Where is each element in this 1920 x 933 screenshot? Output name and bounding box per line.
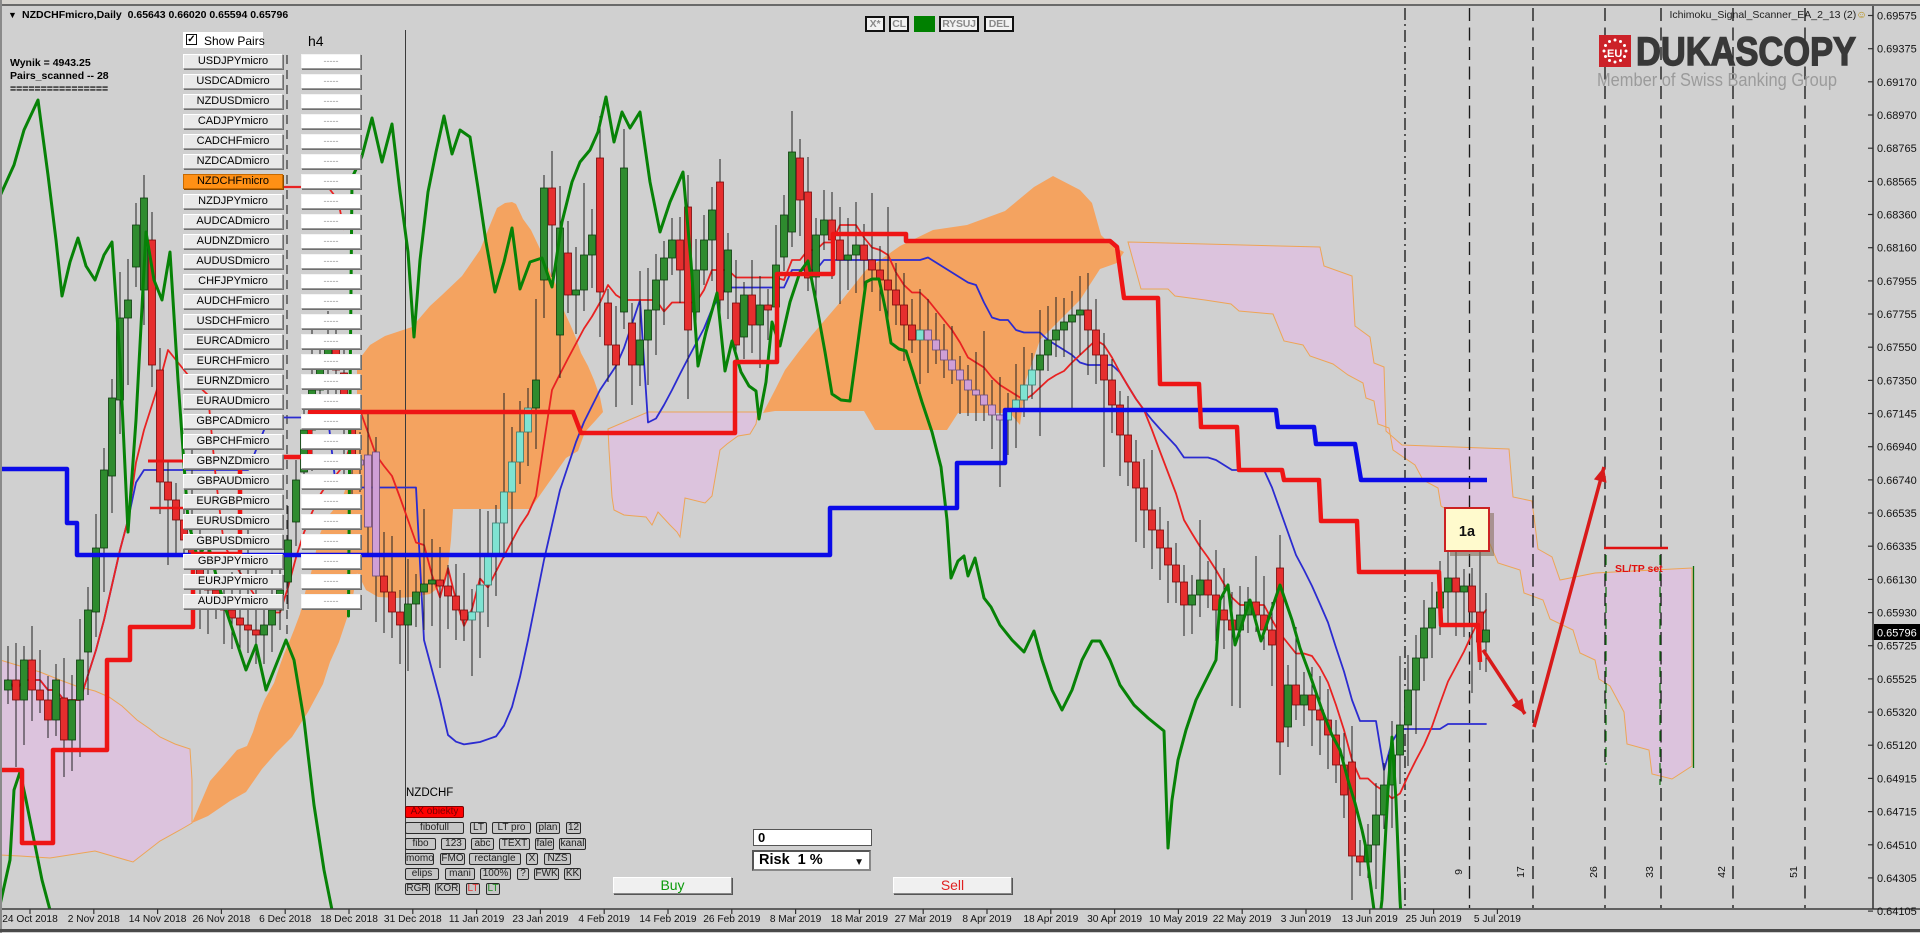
- svg-text:18 Apr 2019: 18 Apr 2019: [1023, 914, 1078, 925]
- svg-text:8 Mar 2019: 8 Mar 2019: [770, 914, 822, 925]
- svg-text:0.69170: 0.69170: [1877, 77, 1917, 89]
- svg-text:17: 17: [1515, 866, 1527, 878]
- svg-text:0.65525: 0.65525: [1877, 674, 1917, 686]
- svg-text:0.64915: 0.64915: [1877, 773, 1917, 785]
- svg-text:23 Jan 2019: 23 Jan 2019: [512, 914, 568, 925]
- svg-text:25 Jun 2019: 25 Jun 2019: [1406, 914, 1462, 925]
- svg-text:0.67755: 0.67755: [1877, 309, 1917, 321]
- svg-text:0.64105: 0.64105: [1877, 906, 1917, 918]
- svg-text:33: 33: [1644, 866, 1656, 878]
- svg-text:0.67955: 0.67955: [1877, 276, 1917, 288]
- svg-text:0.66535: 0.66535: [1877, 508, 1917, 520]
- svg-text:51: 51: [1788, 866, 1800, 878]
- svg-text:2 Nov 2018: 2 Nov 2018: [68, 914, 120, 925]
- svg-text:27 Mar 2019: 27 Mar 2019: [895, 914, 953, 925]
- svg-text:6 Dec 2018: 6 Dec 2018: [259, 914, 311, 925]
- svg-text:42: 42: [1716, 866, 1728, 878]
- svg-text:18 Dec 2018: 18 Dec 2018: [320, 914, 378, 925]
- svg-text:1a: 1a: [1459, 524, 1476, 540]
- svg-text:0.68160: 0.68160: [1877, 243, 1917, 255]
- svg-text:31 Dec 2018: 31 Dec 2018: [384, 914, 442, 925]
- svg-text:0.68360: 0.68360: [1877, 210, 1917, 222]
- svg-text:9: 9: [1453, 869, 1465, 875]
- svg-text:0.68765: 0.68765: [1877, 143, 1917, 155]
- svg-text:3 Jun 2019: 3 Jun 2019: [1281, 914, 1332, 925]
- svg-text:5 Jul 2019: 5 Jul 2019: [1474, 914, 1521, 925]
- svg-text:0.66335: 0.66335: [1877, 541, 1917, 553]
- svg-text:0.66130: 0.66130: [1877, 574, 1917, 586]
- svg-text:DUKASCOPY: DUKASCOPY: [1636, 33, 1856, 71]
- svg-text:0.65796: 0.65796: [1877, 628, 1917, 640]
- svg-text:8 Apr 2019: 8 Apr 2019: [962, 914, 1012, 925]
- svg-text:0.69575: 0.69575: [1877, 11, 1917, 23]
- svg-text:Member of Swiss Banking Group: Member of Swiss Banking Group: [1597, 70, 1837, 90]
- svg-text:18 Mar 2019: 18 Mar 2019: [831, 914, 889, 925]
- svg-text:13 Jun 2019: 13 Jun 2019: [1342, 914, 1398, 925]
- svg-text:0.67145: 0.67145: [1877, 409, 1917, 421]
- svg-text:0.64715: 0.64715: [1877, 807, 1917, 819]
- svg-text:0.64305: 0.64305: [1877, 873, 1917, 885]
- svg-text:0.68970: 0.68970: [1877, 110, 1917, 122]
- svg-text:0.65320: 0.65320: [1877, 707, 1917, 719]
- svg-text:0.68565: 0.68565: [1877, 176, 1917, 188]
- svg-text:26: 26: [1588, 866, 1600, 878]
- svg-text:0.69375: 0.69375: [1877, 44, 1917, 56]
- svg-text:SL/TP set: SL/TP set: [1615, 563, 1663, 575]
- svg-text:24 Oct 2018: 24 Oct 2018: [2, 914, 58, 925]
- svg-text:4 Feb 2019: 4 Feb 2019: [578, 914, 630, 925]
- svg-text:0.66940: 0.66940: [1877, 442, 1917, 454]
- svg-text:0.65725: 0.65725: [1877, 641, 1917, 653]
- svg-text:0.65120: 0.65120: [1877, 740, 1917, 752]
- svg-text:0.64510: 0.64510: [1877, 840, 1917, 852]
- svg-text:22 May 2019: 22 May 2019: [1213, 914, 1272, 925]
- svg-text:10 May 2019: 10 May 2019: [1149, 914, 1208, 925]
- svg-text:0.65930: 0.65930: [1877, 608, 1917, 620]
- svg-text:0.66740: 0.66740: [1877, 475, 1917, 487]
- svg-text:11 Jan 2019: 11 Jan 2019: [449, 914, 505, 925]
- svg-text:26 Feb 2019: 26 Feb 2019: [703, 914, 761, 925]
- svg-text:30 Apr 2019: 30 Apr 2019: [1087, 914, 1142, 925]
- svg-text:26 Nov 2018: 26 Nov 2018: [193, 914, 251, 925]
- svg-text:14 Feb 2019: 14 Feb 2019: [639, 914, 697, 925]
- svg-text:0.67350: 0.67350: [1877, 375, 1917, 387]
- svg-text:0.67550: 0.67550: [1877, 342, 1917, 354]
- svg-text:14 Nov 2018: 14 Nov 2018: [129, 914, 187, 925]
